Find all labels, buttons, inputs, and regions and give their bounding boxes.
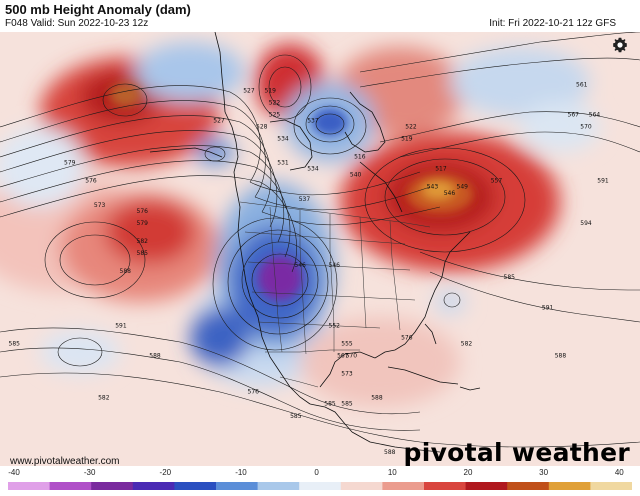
contour-label: 588: [120, 268, 132, 275]
colorbar-tick-label: 30: [539, 468, 549, 477]
contour-label: 588: [149, 353, 161, 360]
contour-label: 549: [457, 184, 469, 191]
colorbar-tick-label: 40: [614, 468, 624, 477]
contour-label: 555: [341, 340, 353, 347]
colorbar-swatch: [49, 482, 92, 490]
contour-label: 528: [256, 123, 268, 130]
map-canvas: 579 576 573 576 579 582 585 588 591 588 585 582 576 5…: [0, 32, 640, 466]
contour-label: 576: [137, 208, 149, 215]
contour-label: 573: [341, 371, 353, 378]
contour-label: 527: [213, 117, 225, 124]
colorbar-swatch: [507, 482, 550, 490]
contour-label: 546: [329, 262, 341, 269]
colorbar-swatch: [132, 482, 175, 490]
valid-time: F048 Valid: Sun 2022-10-23 12z: [5, 18, 149, 29]
contour-label: 591: [542, 304, 554, 311]
contour-label: 517: [435, 166, 447, 173]
colorbar-swatch: [382, 482, 425, 490]
contour-label: 519: [265, 87, 277, 94]
contour-label: 519: [401, 136, 413, 143]
colorbar-tick-label: -40: [8, 468, 20, 477]
contour-label: 588: [555, 353, 567, 360]
header-bar: 500 mb Height Anomaly (dam) F048 Valid: …: [0, 0, 640, 32]
contour-label: 585: [504, 274, 516, 281]
map-title: 500 mb Height Anomaly (dam): [5, 2, 191, 17]
colorbar-swatch: [8, 482, 51, 490]
contour-label: 552: [329, 322, 341, 329]
colorbar-tick-label: -30: [83, 468, 96, 477]
contour-label: 585: [9, 340, 21, 347]
contour-label: 537: [299, 196, 311, 203]
contour-label: 567: [337, 353, 349, 360]
contour-label: 576: [85, 178, 97, 185]
colorbar-swatch: [91, 482, 134, 490]
gear-icon[interactable]: [612, 37, 628, 53]
contour-label: 534: [307, 166, 319, 173]
contour-label: 564: [589, 111, 601, 118]
height-contours: [0, 32, 640, 448]
contour-label: 516: [354, 154, 366, 161]
colorbar-swatch: [257, 482, 300, 490]
contour-label: 576: [401, 334, 413, 341]
contour-label: 537: [307, 117, 319, 124]
contour-label: 588: [371, 395, 383, 402]
contour-label: 591: [597, 178, 609, 185]
website-url[interactable]: www.pivotalweather.com: [10, 456, 120, 467]
anomaly-cores: [109, 83, 474, 300]
contour-label: 573: [94, 202, 106, 209]
contour-label: 546: [294, 262, 306, 269]
brand-logo: pivotal weather: [403, 438, 630, 467]
colorbar-tick-label: 20: [463, 468, 473, 477]
contour-label: 525: [269, 111, 281, 118]
political-borders: [239, 201, 431, 388]
contour-label: 579: [137, 220, 149, 227]
colorbar-swatch: [340, 482, 383, 490]
contour-label: 585: [290, 413, 302, 420]
colorbar-swatch: [590, 482, 632, 490]
colorbar-swatch: [299, 482, 342, 490]
anomaly-field: [0, 42, 600, 407]
contour-label: 591: [115, 322, 127, 329]
coastlines: [149, 32, 481, 453]
contour-label: 582: [98, 395, 110, 402]
contour-label: 582: [461, 340, 473, 347]
init-time: Init: Fri 2022-10-21 12z GFS: [489, 18, 616, 29]
colorbar: [8, 482, 632, 490]
contour-label: 534: [277, 136, 289, 143]
contour-label: 527: [243, 87, 255, 94]
contour-label: 585: [137, 250, 149, 257]
colorbar-tick-label: -20: [159, 468, 172, 477]
contour-label: 543: [427, 184, 439, 191]
contour-label: 570: [580, 123, 592, 130]
colorbar-swatch: [216, 482, 259, 490]
colorbar-labels: -40 -30 -20 -10 0 10 20 30 40: [0, 468, 640, 480]
contour-label: 585: [341, 401, 353, 408]
colorbar-swatch: [465, 482, 508, 490]
height-anomaly-map[interactable]: 579 576 573 576 579 582 585 588 591 588 585 582 576 5…: [0, 32, 640, 466]
colorbar-tick-label: -10: [235, 468, 247, 477]
contour-label: 570: [346, 353, 358, 360]
contour-label: 522: [269, 99, 281, 106]
contour-label: 576: [248, 389, 260, 396]
contour-label: 557: [491, 178, 503, 185]
contour-label: 561: [576, 81, 588, 88]
colorbar-swatch: [174, 482, 217, 490]
contour-label: 579: [64, 160, 76, 167]
colorbar-tick-label: 0: [314, 468, 319, 477]
contour-label: 585: [324, 401, 336, 408]
contour-label: 522: [405, 123, 417, 130]
contour-label: 594: [580, 220, 592, 227]
contour-label: 582: [137, 238, 149, 245]
contour-label: 567: [568, 111, 580, 118]
contour-label: 546: [444, 190, 456, 197]
contour-label: 540: [350, 172, 362, 179]
colorbar-swatch: [424, 482, 467, 490]
contour-label: 531: [277, 160, 289, 167]
colorbar-swatch: [548, 482, 591, 490]
contour-labels: 579 576 573 576 579 582 585 588 591 588 585 582 576 5…: [9, 81, 609, 456]
colorbar-tick-label: 10: [387, 468, 397, 477]
contour-label: 588: [384, 449, 396, 456]
